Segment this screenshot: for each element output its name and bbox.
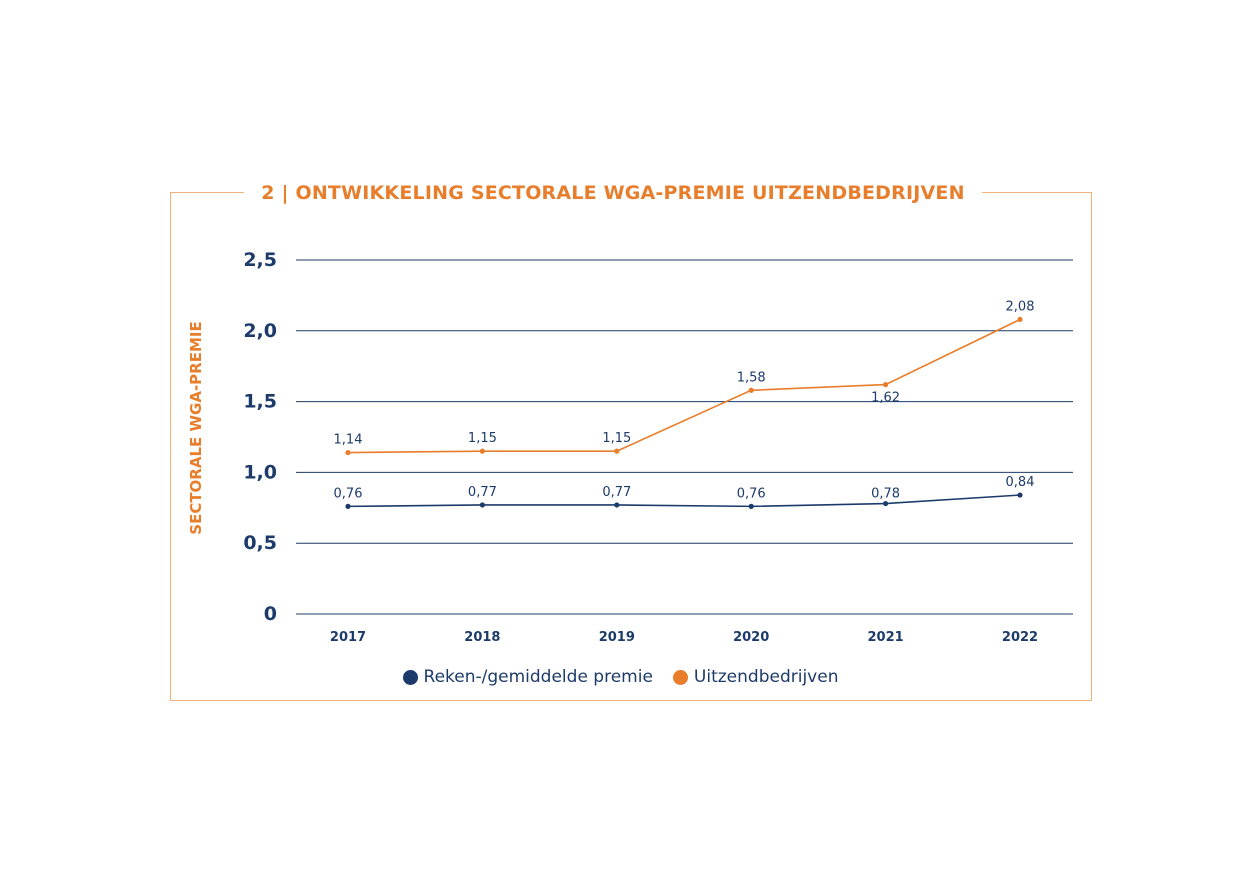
series-line [347,318,1021,454]
x-tick-label: 2019 [599,630,635,645]
x-tick-label: 2020 [733,630,769,645]
data-point [479,448,485,454]
data-label: 0,77 [602,485,631,500]
legend-label: Uitzendbedrijven [693,667,839,687]
x-tick-label: 2022 [1002,630,1038,645]
y-tick-label: 0 [264,603,277,625]
data-point [345,449,351,456]
data-point [883,382,889,388]
data-point [614,448,620,454]
data-label: 0,76 [334,486,363,501]
data-label: 1,62 [871,391,900,406]
data-point [748,503,754,509]
legend-label: Reken-/gemiddelde premie [423,667,653,687]
data-point [883,500,889,507]
series-line [347,494,1021,508]
data-point [479,502,485,508]
data-label: 0,84 [1006,475,1035,490]
legend: Reken-/gemiddelde premie Uitzendbedrijven [0,667,1241,687]
chart-title: 2 | ONTWIKKELING SECTORALE WGA-PREMIE UI… [244,180,982,206]
y-tick-label: 0,5 [243,532,277,554]
data-label: 0,78 [871,487,900,502]
data-label: 1,15 [468,431,497,446]
data-point [1017,492,1023,498]
data-label: 1,58 [737,370,766,385]
y-tick-label: 2,5 [243,249,277,271]
data-point [748,387,754,393]
legend-swatch [402,669,418,685]
x-tick-label: 2017 [330,630,366,645]
x-tick-label: 2018 [464,630,500,645]
data-point [345,503,351,509]
data-point [614,502,620,508]
data-label: 0,76 [737,486,766,501]
x-tick-label: 2021 [868,630,904,645]
y-tick-label: 2,0 [243,320,277,342]
data-label: 1,14 [334,433,363,448]
legend-item: Reken-/gemiddelde premie [402,667,653,687]
data-label: 0,77 [468,485,497,500]
data-label: 2,08 [1006,299,1035,314]
y-tick-label: 1,0 [243,461,277,483]
y-tick-label: 1,5 [243,391,277,413]
data-point [1017,316,1023,323]
legend-swatch [672,669,688,685]
legend-item: Uitzendbedrijven [672,667,839,687]
data-label: 1,15 [602,431,631,446]
